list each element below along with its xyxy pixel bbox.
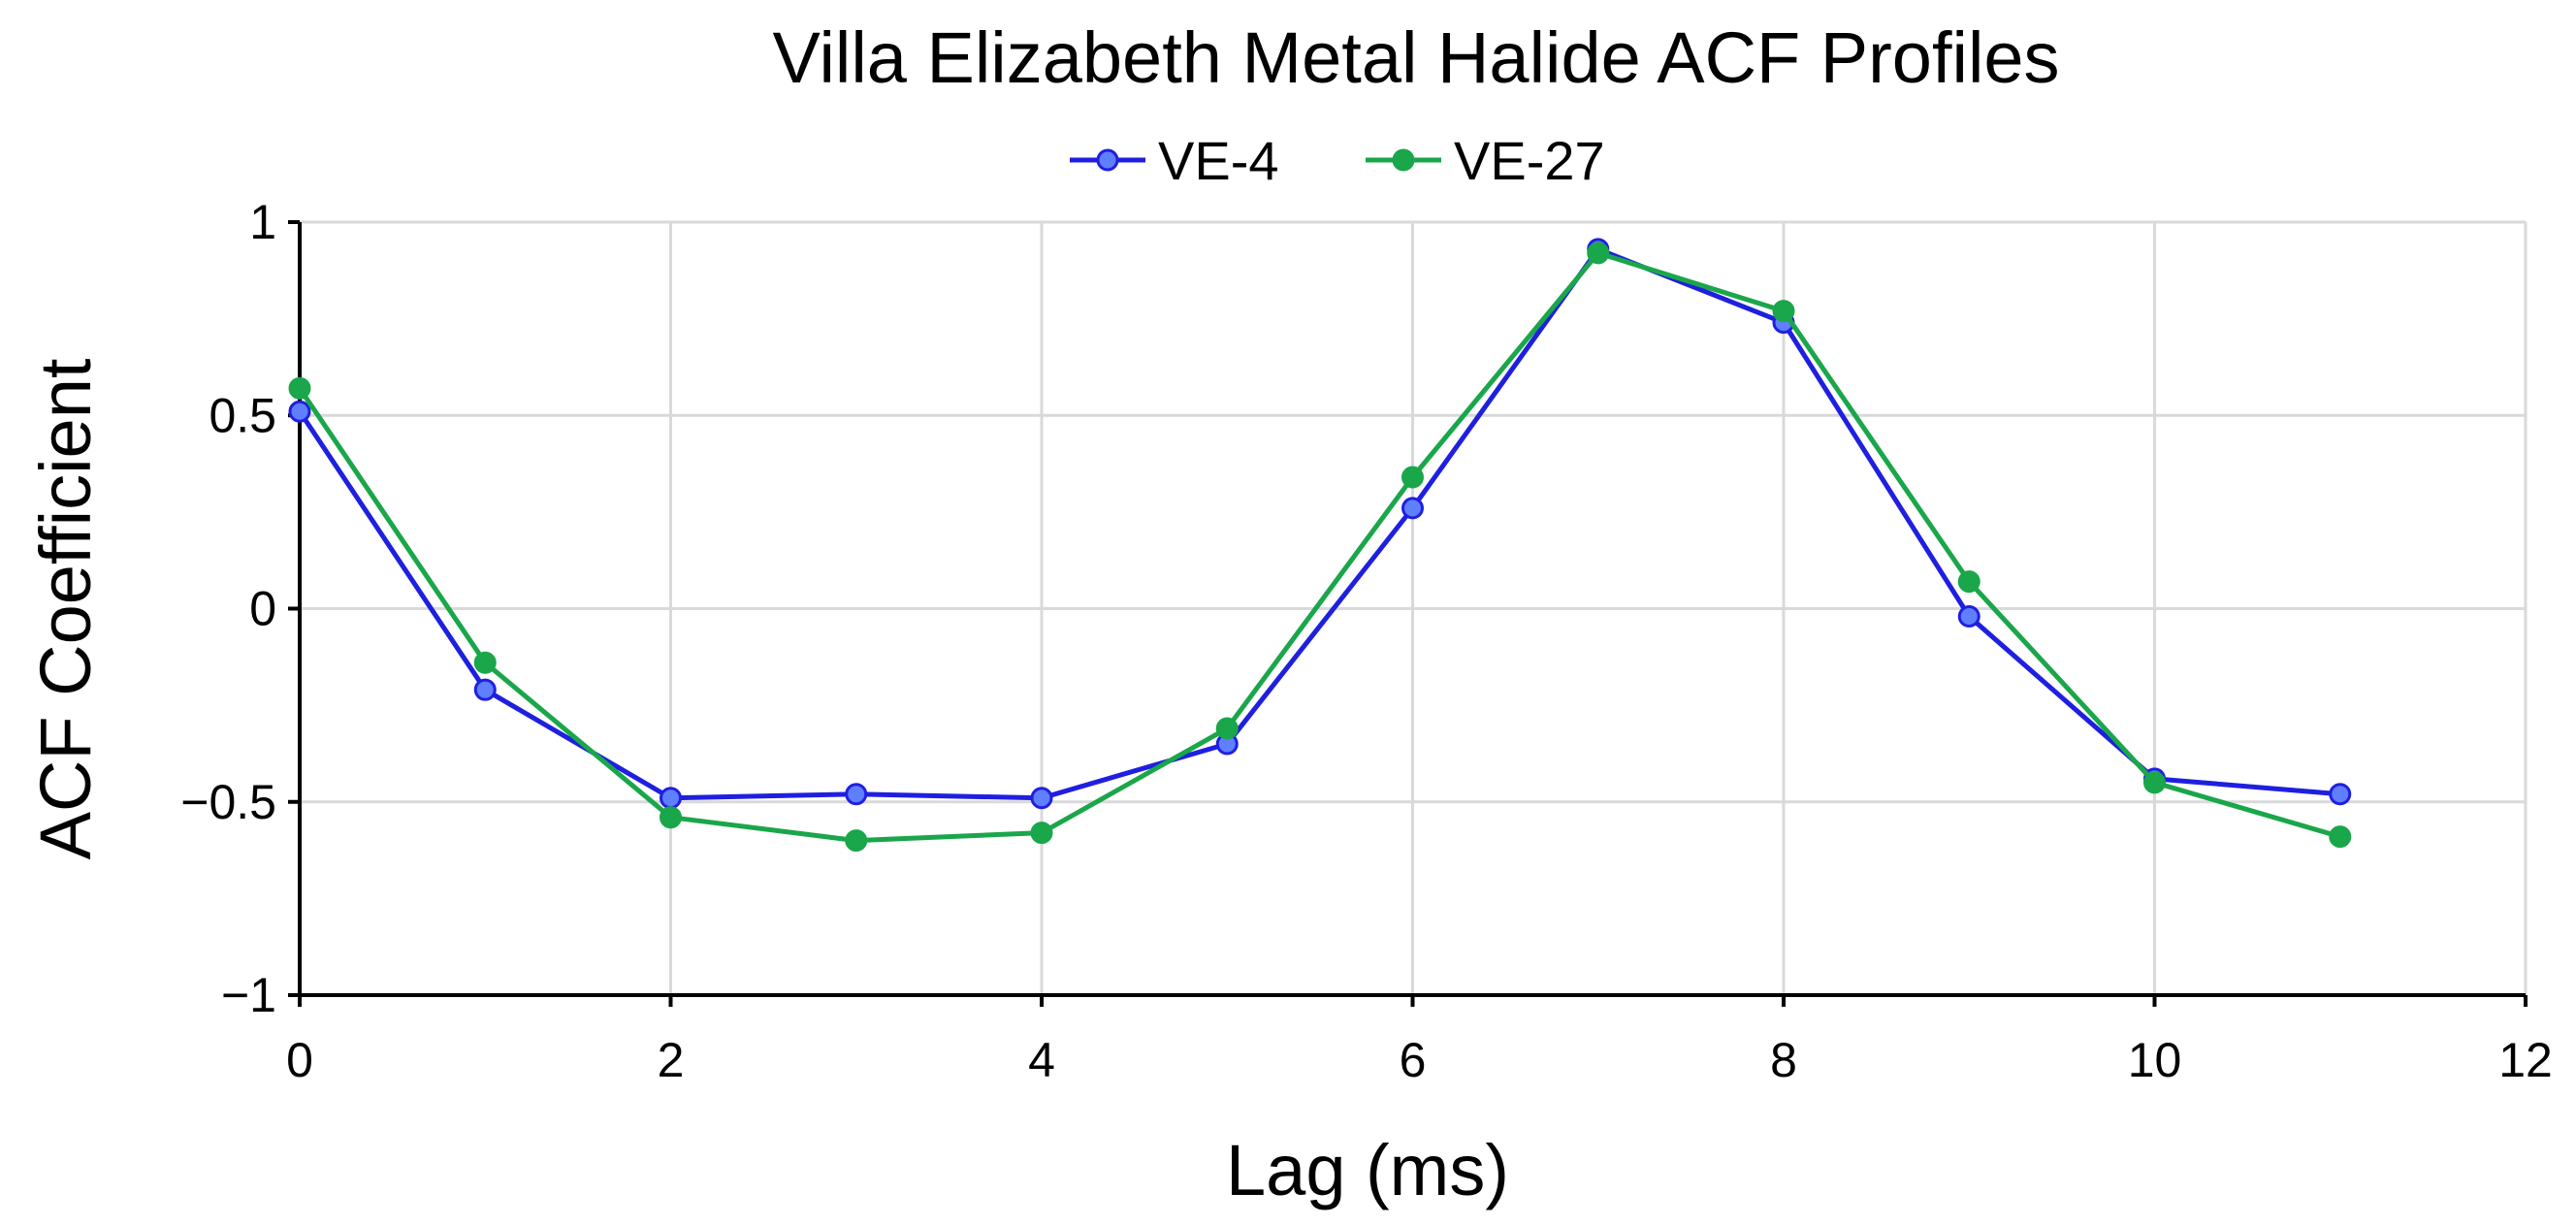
data-point-ve-27 xyxy=(845,829,868,853)
data-point-ve-4 xyxy=(288,400,311,423)
series-ve-4 xyxy=(288,238,2352,810)
data-point-ve-27 xyxy=(1215,717,1239,740)
y-tick-label: −1 xyxy=(221,968,276,1022)
y-tick-label: 1 xyxy=(249,195,276,249)
y-tick-label: −0.5 xyxy=(180,775,276,829)
data-point-ve-4 xyxy=(2329,783,2352,806)
data-point-ve-4 xyxy=(660,787,682,810)
chart-title: Villa Elizabeth Metal Halide ACF Profile… xyxy=(772,17,2059,98)
x-tick-label: 8 xyxy=(1770,1033,1797,1087)
legend-swatch-marker xyxy=(1096,148,1119,172)
data-point-ve-27 xyxy=(473,651,497,674)
grid xyxy=(300,220,2528,995)
data-point-ve-27 xyxy=(1030,822,1053,845)
data-point-ve-27 xyxy=(1587,242,1610,265)
x-tick-label: 12 xyxy=(2498,1033,2553,1087)
x-tick-label: 6 xyxy=(1400,1033,1427,1087)
x-tick-label: 0 xyxy=(286,1033,313,1087)
data-point-ve-27 xyxy=(288,376,311,400)
legend-label: VE-27 xyxy=(1454,130,1605,191)
series-line-ve-27 xyxy=(297,250,2341,844)
x-axis-title: Lag (ms) xyxy=(1226,1130,1509,1210)
data-point-ve-4 xyxy=(845,783,868,806)
series-layer xyxy=(288,238,2352,853)
data-point-ve-4 xyxy=(473,678,497,701)
legend-entry-ve-4: VE-4 xyxy=(1070,130,1279,191)
y-tick-label: 0.5 xyxy=(209,388,276,442)
data-point-ve-27 xyxy=(2143,771,2166,794)
data-point-ve-27 xyxy=(1957,570,1980,594)
series-ve-27 xyxy=(288,242,2352,853)
x-tick-label: 2 xyxy=(658,1033,685,1087)
data-point-ve-27 xyxy=(1401,466,1424,489)
x-tick-label: 10 xyxy=(2128,1033,2182,1087)
y-axis-title: ACF Coefficient xyxy=(25,358,106,859)
data-point-ve-27 xyxy=(2329,825,2352,849)
y-tick-label: 0 xyxy=(249,582,276,636)
legend: VE-4 VE-27 xyxy=(1070,130,1605,191)
legend-swatch-marker xyxy=(1392,148,1415,172)
legend-label: VE-4 xyxy=(1158,130,1279,191)
x-tick-label: 4 xyxy=(1028,1033,1055,1087)
legend-entry-ve-27: VE-27 xyxy=(1366,130,1605,191)
data-point-ve-27 xyxy=(1772,300,1795,323)
data-point-ve-4 xyxy=(1030,787,1053,810)
axes: 10.50−0.5−10 2 4 6 8 10 12 xyxy=(180,195,2553,1087)
data-point-ve-4 xyxy=(1957,604,1980,628)
series-line-ve-4 xyxy=(297,246,2340,801)
data-point-ve-27 xyxy=(660,806,682,829)
data-point-ve-4 xyxy=(1401,497,1424,520)
